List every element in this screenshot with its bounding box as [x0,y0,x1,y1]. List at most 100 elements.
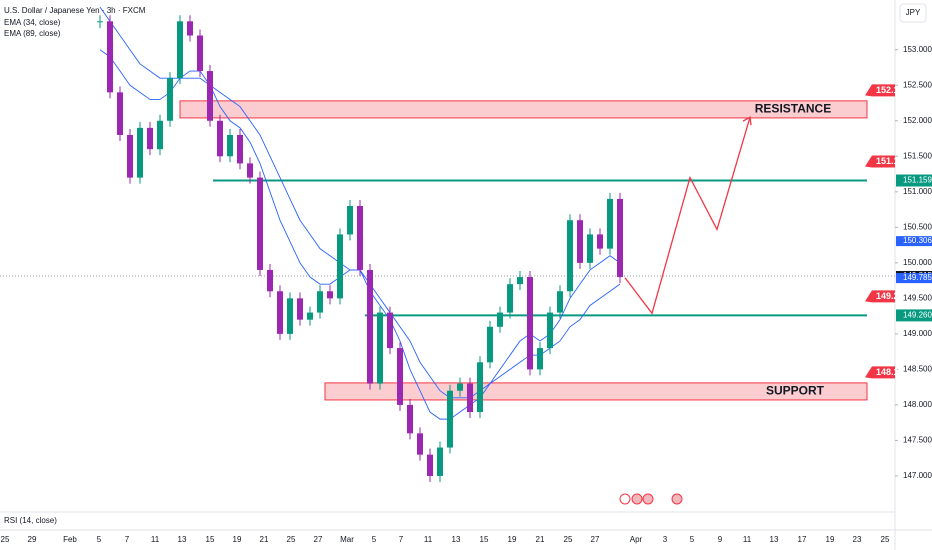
x-tick-label: 17 [798,535,807,544]
candle [267,269,273,292]
candle [297,298,303,320]
level-tag [865,366,895,379]
x-tick-label: 11 [424,535,433,544]
price-tag-label: 150.306 [903,236,932,245]
event-icon[interactable] [631,493,643,505]
candle [447,390,453,448]
level-tag-label: 148.17 [876,367,904,377]
x-tick-label: 23 [853,535,862,544]
y-tick-label: 147.000 [903,471,932,480]
candle [257,177,263,270]
candle [527,277,533,370]
candle [567,220,573,292]
candle [147,127,153,150]
candle [487,326,493,363]
x-tick-label: 19 [826,535,835,544]
projection-path [624,117,751,315]
x-tick-label: 21 [260,535,269,544]
level-tag-label: 152.1 [876,85,899,95]
currency-label[interactable]: JPY [906,8,921,17]
candle [207,71,213,121]
x-tick-label: 25 [287,535,296,544]
x-tick-label: 25 [881,535,890,544]
y-tick-label: 147.500 [903,436,932,445]
indicator-label: EMA (34, close) [4,18,61,27]
candle [417,433,423,455]
candle [537,348,543,370]
y-tick-label: 151.500 [903,151,932,160]
zone-label: RESISTANCE [755,102,831,116]
candle [377,312,383,384]
candle [227,134,233,157]
candle [177,21,183,79]
candle [497,312,503,327]
price-tag [896,174,932,187]
x-tick-label: 25 [1,535,10,544]
candle [387,312,393,349]
level-tag [865,155,895,168]
x-tick-label: 27 [591,535,600,544]
event-icon[interactable] [619,493,631,505]
candle [577,220,583,263]
zone-label: SUPPORT [766,384,825,398]
y-tick-label: 152.500 [903,80,932,89]
candle [347,206,353,235]
y-tick-label: 150.500 [903,222,932,231]
y-tick-label: 152.000 [903,116,932,125]
x-tick-label: 5 [97,535,102,544]
candle [507,284,513,313]
price-tag [896,273,932,284]
level-tag [865,290,895,303]
event-icon[interactable] [642,493,654,505]
candle [217,120,223,157]
x-tick-label: 25 [564,535,573,544]
candle [137,127,143,178]
x-tick-label: 11 [151,535,160,544]
candle [127,134,133,178]
x-tick-label: 13 [178,535,187,544]
candle [457,383,463,391]
candle [407,404,413,434]
candle [197,35,203,72]
x-tick-label: 5 [690,535,695,544]
candle [317,291,323,313]
candle [517,277,523,285]
x-tick-label: 19 [233,535,242,544]
candle [237,134,243,164]
price-tag-label: 151.159 [903,176,932,185]
x-tick-label: 13 [452,535,461,544]
y-tick-label: 149.500 [903,293,932,302]
y-tick-label: 149.000 [903,329,932,338]
candle [157,120,163,150]
x-tick-label: 11 [743,535,752,544]
candle [557,291,563,313]
currency-button[interactable] [899,3,927,23]
candle [477,362,483,413]
candle [607,198,613,249]
event-icon[interactable] [671,493,683,505]
level-tag [865,84,895,97]
candle [397,348,403,405]
candle [597,234,603,249]
projection-arrow [742,116,752,126]
x-tick-label: Mar [340,535,354,544]
x-tick-label: Apr [630,535,643,544]
level-tag-label: 151.1 [876,156,899,166]
candle [547,312,553,349]
x-tick-label: 15 [206,535,215,544]
candle [307,312,313,320]
price-tag-label: 149.260 [903,311,932,320]
candle [367,269,373,384]
y-tick-label: 150.000 [903,258,932,267]
candle [187,21,193,36]
candle [467,383,473,413]
candle [277,291,283,334]
plot [0,6,895,482]
x-tick-label: 5 [372,535,377,544]
candle [587,234,593,263]
chart-title: U.S. Dollar / Japanese Yen · 3h · FXCM [4,6,146,15]
y-tick-label: 153.000 [903,45,932,54]
candle [107,21,113,93]
